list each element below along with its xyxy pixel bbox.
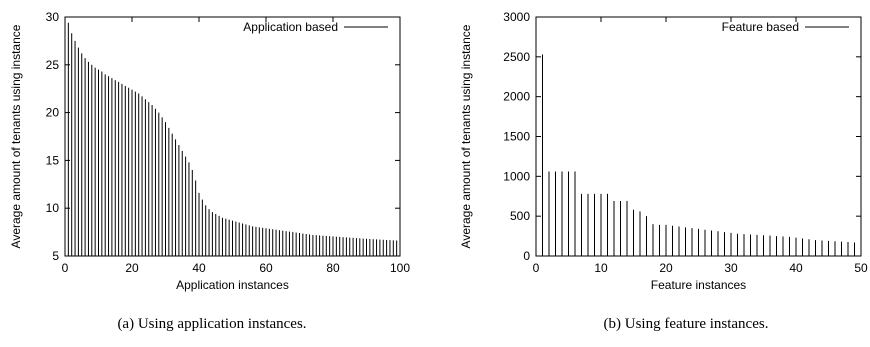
- x-tick-label: 40: [789, 261, 803, 275]
- y-tick-label: 5: [52, 249, 59, 263]
- y-tick-label: 500: [510, 209, 530, 223]
- chart-application-instances: 0 20 40 60 80 100 5 10 15 20 25 30 Application insta…: [9, 10, 410, 292]
- y-tick-label: 3000: [503, 10, 530, 24]
- x-axis-label: Application instances: [176, 278, 289, 292]
- bars: [542, 54, 855, 256]
- x-tick-label: 20: [659, 261, 673, 275]
- x-tick-label: 20: [125, 261, 139, 275]
- y-tick-label: 1000: [503, 169, 530, 183]
- y-axis-label: Average amount of tenants using instance: [9, 24, 23, 248]
- y-tick-label: 1500: [503, 130, 530, 144]
- figure-a: 0 20 40 60 80 100 5 10 15 20 25 30 Application insta…: [0, 0, 420, 347]
- legend-label: Feature based: [722, 20, 799, 34]
- x-tick-label: 50: [854, 261, 868, 275]
- y-tick-label: 30: [46, 10, 60, 24]
- caption-b: (b) Using feature instances.: [603, 316, 769, 332]
- y-tick-label: 10: [46, 201, 60, 215]
- bars: [67, 22, 401, 256]
- x-tick-label: 0: [62, 261, 69, 275]
- x-tick-label: 30: [724, 261, 738, 275]
- plot-frame: [64, 16, 401, 257]
- y-axis-label: Average amount of tenants using instance: [459, 24, 473, 248]
- plot-frame: [535, 16, 862, 257]
- x-tick-label: 100: [390, 261, 410, 275]
- x-tick-label: 80: [326, 261, 340, 275]
- x-tick-label: 0: [533, 261, 540, 275]
- legend-label: Application based: [243, 20, 338, 34]
- x-tick-label: 40: [192, 261, 206, 275]
- caption-a: (a) Using application instances.: [117, 316, 307, 332]
- y-tick-label: 2000: [503, 90, 530, 104]
- y-tick-label: 2500: [503, 50, 530, 64]
- y-tick-label: 15: [46, 153, 60, 167]
- x-axis-label: Feature instances: [651, 278, 746, 292]
- x-tick-label: 60: [259, 261, 273, 275]
- figure-b: 0 10 20 30 40 50 0 500 1000 1500 2000 2500 3000 Featu…: [450, 0, 870, 347]
- y-tick-label: 25: [46, 58, 60, 72]
- y-tick-label: 20: [46, 106, 60, 120]
- y-tick-label: 0: [523, 249, 530, 263]
- chart-feature-instances: 0 10 20 30 40 50050010001500200025003000Featu…: [459, 10, 868, 292]
- x-tick-label: 10: [594, 261, 608, 275]
